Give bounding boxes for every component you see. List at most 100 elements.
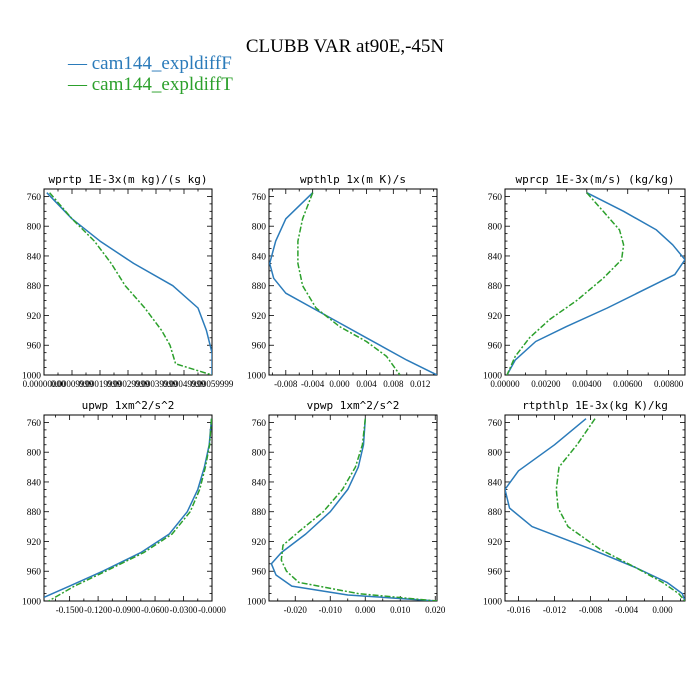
- y-tick-label: 880: [252, 282, 267, 292]
- y-tick-label: 840: [252, 252, 267, 262]
- y-tick-label: 920: [252, 538, 267, 548]
- series-line-2: [506, 192, 625, 375]
- x-tick-label: -0.004: [301, 379, 325, 389]
- panel-5: vpwp 1xm^2/s^2 760 800 840 880 920 960 1000 -0.0…: [247, 399, 446, 615]
- x-tick-label: -0.010: [319, 605, 343, 615]
- legend: — cam144_expldiffF — cam144_expldiffT: [67, 53, 233, 95]
- y-tick-label: 920: [488, 538, 503, 548]
- y-tick-label: 960: [488, 568, 503, 578]
- panel-2: wpthlp 1x(m K)/s 760 800 840 880 920 960 1000 -0…: [247, 173, 438, 389]
- panel-grid: wprtp 1E-3x(m kg)/(s kg) 760 800 840 880 920 9…: [22, 173, 686, 615]
- y-tick-label: 800: [252, 449, 267, 459]
- y-tick-label: 960: [488, 342, 503, 352]
- y-tick-label: 800: [27, 223, 42, 233]
- x-tick-label: 0.008: [383, 379, 404, 389]
- series-line-2: [280, 418, 437, 601]
- legend-entry-expldiffF: — cam144_expldiffF: [67, 53, 232, 74]
- series-line-2: [297, 192, 401, 375]
- panel-frame: [268, 188, 438, 376]
- y-tick-label: 960: [252, 342, 267, 352]
- y-tick-label: 800: [488, 449, 503, 459]
- x-tick-label: 0.000: [652, 605, 673, 615]
- panel-3: wprcp 1E-3x(m/s) (kg/kg) 760 800 840 880 920 9…: [483, 173, 686, 389]
- panel-6: rtpthlp 1E-3x(kg K)/kg 760 800 840 880 920 960…: [483, 399, 686, 615]
- x-tick-label: 0.000: [355, 605, 376, 615]
- x-tick-label: -0.008: [274, 379, 298, 389]
- x-tick-label: 0.012: [410, 379, 430, 389]
- x-tick-label: 0.004: [356, 379, 377, 389]
- x-tick-label: 0.00029999: [107, 379, 150, 389]
- x-tick-label: 0.000: [329, 379, 350, 389]
- series-line-2: [48, 418, 212, 601]
- x-tick-label: 0.00400: [572, 379, 602, 389]
- y-tick-label: 880: [488, 508, 503, 518]
- panel-frame: [268, 414, 438, 602]
- y-tick-label: 880: [27, 508, 42, 518]
- y-tick-label: 840: [27, 478, 42, 488]
- y-tick-label: 1000: [247, 598, 266, 608]
- y-tick-label: 800: [252, 223, 267, 233]
- x-tick-label: 0.00200: [531, 379, 561, 389]
- x-tick-label: 0.00039999: [135, 379, 178, 389]
- series-line-1: [46, 192, 212, 375]
- x-tick-label: -0.012: [543, 605, 566, 615]
- y-tick-label: 1000: [483, 372, 502, 382]
- y-tick-label: 1000: [247, 372, 266, 382]
- x-tick-label: -0.0000: [198, 605, 226, 615]
- panel-title: wpthlp 1x(m K)/s: [300, 173, 406, 186]
- y-tick-label: 920: [27, 538, 42, 548]
- y-tick-label: 840: [488, 252, 503, 262]
- x-tick-label: 0.00059999: [191, 379, 234, 389]
- y-tick-label: 920: [488, 312, 503, 322]
- y-tick-label: 880: [488, 282, 503, 292]
- y-tick-label: 760: [252, 193, 267, 203]
- y-tick-label: 1000: [22, 598, 41, 608]
- series-line-1: [505, 418, 685, 601]
- x-tick-label: 0.010: [390, 605, 411, 615]
- y-tick-label: 840: [27, 252, 42, 262]
- y-tick-label: 760: [27, 193, 42, 203]
- x-tick-label: 0.00019999: [79, 379, 122, 389]
- y-tick-label: 920: [27, 312, 42, 322]
- y-tick-label: 760: [488, 419, 503, 429]
- y-tick-label: 840: [252, 478, 267, 488]
- x-tick-label: -0.1500: [56, 605, 84, 615]
- x-tick-label: 0.00049999: [163, 379, 206, 389]
- y-tick-label: 840: [488, 478, 503, 488]
- panel-frame: [43, 414, 213, 602]
- x-tick-label: -0.0600: [141, 605, 169, 615]
- series-line-1: [44, 418, 212, 598]
- x-tick-label: 0.00000: [490, 379, 520, 389]
- series-line-1: [269, 192, 437, 375]
- x-tick-label: -0.020: [284, 605, 308, 615]
- series-line-1: [270, 418, 437, 601]
- y-tick-label: 760: [27, 419, 42, 429]
- x-tick-label: 0.00800: [654, 379, 684, 389]
- panel-title: upwp 1xm^2/s^2: [82, 399, 175, 412]
- y-tick-label: 880: [27, 282, 42, 292]
- series-line-2: [555, 418, 685, 601]
- series-line-1: [506, 192, 685, 375]
- y-tick-label: 800: [488, 223, 503, 233]
- y-tick-label: 760: [488, 193, 503, 203]
- y-tick-label: 920: [252, 312, 267, 322]
- x-tick-label: -0.008: [579, 605, 603, 615]
- x-tick-label: -0.0900: [113, 605, 141, 615]
- legend-entry-expldiffT: — cam144_expldiffT: [67, 74, 233, 95]
- x-tick-label: 0.020: [425, 605, 446, 615]
- x-tick-label: 0.00000000: [23, 379, 66, 389]
- y-tick-label: 960: [252, 568, 267, 578]
- y-tick-label: 1000: [483, 598, 502, 608]
- x-tick-label: -0.1200: [84, 605, 112, 615]
- figure-title: CLUBB VAR at90E,-45N: [246, 36, 445, 57]
- panel-1: wprtp 1E-3x(m kg)/(s kg) 760 800 840 880 920 9…: [22, 173, 234, 389]
- series-line-2: [49, 192, 212, 375]
- y-tick-label: 800: [27, 449, 42, 459]
- panel-title: wprtp 1E-3x(m kg)/(s kg): [49, 173, 208, 186]
- y-tick-label: 880: [252, 508, 267, 518]
- panel-frame: [504, 414, 686, 602]
- x-tick-label: -0.016: [507, 605, 531, 615]
- x-tick-label: -0.0300: [170, 605, 198, 615]
- y-tick-label: 1000: [22, 372, 41, 382]
